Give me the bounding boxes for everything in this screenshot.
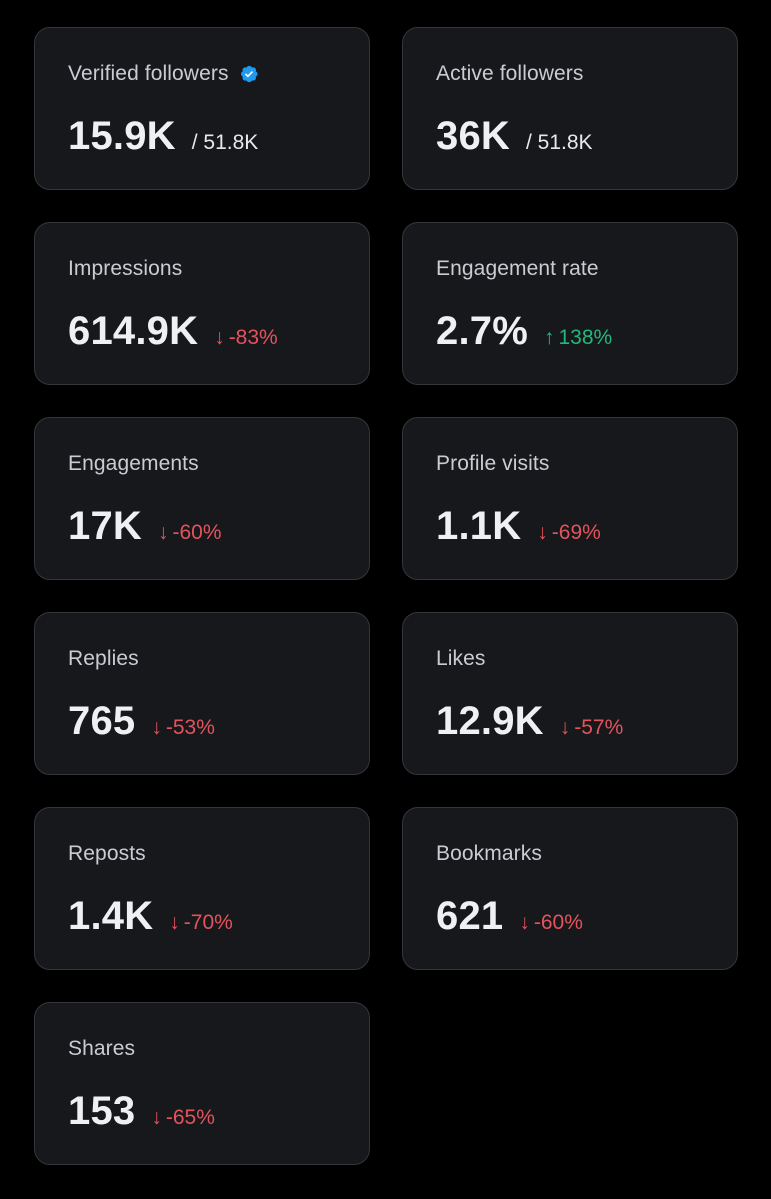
metric-value: 614.9K (68, 309, 199, 353)
metric-label: Impressions (68, 257, 183, 280)
metric-change: ↑ 138% (544, 327, 612, 348)
arrow-up-icon: ↑ (543, 326, 555, 349)
metric-value-row: 17K ↓ -60% (68, 506, 222, 546)
metric-change: ↓ -69% (537, 522, 601, 543)
metric-card-engagement-rate[interactable]: Engagement rate 2.7% ↑ 138% (402, 222, 738, 385)
metric-label-row: Likes (436, 647, 486, 671)
metric-change-value: -69% (551, 521, 601, 544)
metric-change: ↓ -53% (151, 717, 215, 738)
metric-value-row: 614.9K ↓ -83% (68, 311, 278, 351)
metric-label: Active followers (436, 62, 584, 85)
metric-label-row: Reposts (68, 842, 146, 866)
metric-label-row: Profile visits (436, 452, 549, 476)
metric-label: Likes (436, 647, 486, 670)
metric-label: Bookmarks (436, 842, 542, 865)
arrow-down-icon: ↓ (169, 911, 180, 934)
metric-change-value: -65% (165, 1106, 215, 1129)
metric-change-value: -60% (533, 911, 583, 934)
metric-label: Profile visits (436, 452, 550, 475)
metric-label: Shares (68, 1037, 136, 1060)
arrow-down-icon: ↓ (537, 521, 548, 544)
metric-label: Verified followers (68, 62, 229, 85)
metric-label: Engagements (68, 452, 199, 475)
metric-card-active-followers[interactable]: Active followers 36K / 51.8K (402, 27, 738, 190)
metric-change-value: -83% (228, 326, 278, 349)
metric-card-replies[interactable]: Replies 765 ↓ -53% (34, 612, 370, 775)
metric-change-value: -57% (574, 716, 624, 739)
metric-change-value: -70% (183, 911, 233, 934)
metric-label-row: Active followers (436, 62, 583, 86)
metric-card-likes[interactable]: Likes 12.9K ↓ -57% (402, 612, 738, 775)
metric-value: 1.4K (68, 894, 154, 938)
metric-value: 36K (436, 114, 510, 158)
metric-value-row: 1.1K ↓ -69% (436, 506, 601, 546)
metric-label-row: Bookmarks (436, 842, 542, 866)
metric-value: 15.9K (68, 114, 176, 158)
metric-value-row: 2.7% ↑ 138% (436, 311, 612, 351)
metric-value: 153 (68, 1089, 136, 1133)
metric-value-row: 36K / 51.8K (436, 116, 593, 156)
metric-card-engagements[interactable]: Engagements 17K ↓ -60% (34, 417, 370, 580)
metric-change: ↓ -60% (158, 522, 222, 543)
metric-card-bookmarks[interactable]: Bookmarks 621 ↓ -60% (402, 807, 738, 970)
metric-change-value: -60% (172, 521, 222, 544)
metric-value: 17K (68, 504, 142, 548)
metric-label-row: Impressions (68, 257, 182, 281)
arrow-down-icon: ↓ (151, 716, 162, 739)
metric-change: ↓ -57% (560, 717, 624, 738)
metric-label: Replies (68, 647, 139, 670)
metric-card-shares[interactable]: Shares 153 ↓ -65% (34, 1002, 370, 1165)
metric-value: 621 (436, 894, 504, 938)
metric-change-value: 138% (558, 326, 613, 349)
metric-label-row: Shares (68, 1037, 135, 1061)
metric-label-row: Engagement rate (436, 257, 599, 281)
arrow-down-icon: ↓ (157, 521, 169, 544)
metric-change: ↓ -83% (214, 327, 278, 348)
metric-change: ↓ -70% (169, 912, 233, 933)
metric-card-profile-visits[interactable]: Profile visits 1.1K ↓ -69% (402, 417, 738, 580)
metric-change: ↓ -60% (519, 912, 583, 933)
metric-change: ↓ -65% (151, 1107, 215, 1128)
metric-change-value: -53% (165, 716, 215, 739)
metric-value-row: 765 ↓ -53% (68, 701, 215, 741)
metric-value-row: 15.9K / 51.8K (68, 116, 258, 156)
metric-value-row: 12.9K ↓ -57% (436, 701, 623, 741)
metric-label-row: Replies (68, 647, 139, 671)
metric-card-impressions[interactable]: Impressions 614.9K ↓ -83% (34, 222, 370, 385)
metric-label: Engagement rate (436, 257, 599, 280)
metric-value: 2.7% (436, 309, 528, 353)
metric-value: 12.9K (436, 699, 544, 743)
metrics-grid: Verified followers 15.9K / 51.8K Active … (34, 27, 738, 1165)
arrow-down-icon: ↓ (519, 911, 530, 934)
arrow-down-icon: ↓ (559, 716, 571, 739)
metric-label-row: Engagements (68, 452, 199, 476)
metric-total: / 51.8K (525, 131, 593, 154)
metric-card-reposts[interactable]: Reposts 1.4K ↓ -70% (34, 807, 370, 970)
metric-label: Reposts (68, 842, 146, 865)
metric-card-verified-followers[interactable]: Verified followers 15.9K / 51.8K (34, 27, 370, 190)
verified-badge-icon (239, 64, 259, 84)
arrow-down-icon: ↓ (214, 326, 225, 349)
metric-value-row: 1.4K ↓ -70% (68, 896, 233, 936)
metric-value-row: 153 ↓ -65% (68, 1091, 215, 1131)
metric-label-row: Verified followers (68, 62, 259, 86)
arrow-down-icon: ↓ (151, 1106, 162, 1129)
metric-total: / 51.8K (191, 131, 259, 154)
metric-value-row: 621 ↓ -60% (436, 896, 583, 936)
metric-value: 765 (68, 699, 136, 743)
metric-value: 1.1K (436, 504, 522, 548)
